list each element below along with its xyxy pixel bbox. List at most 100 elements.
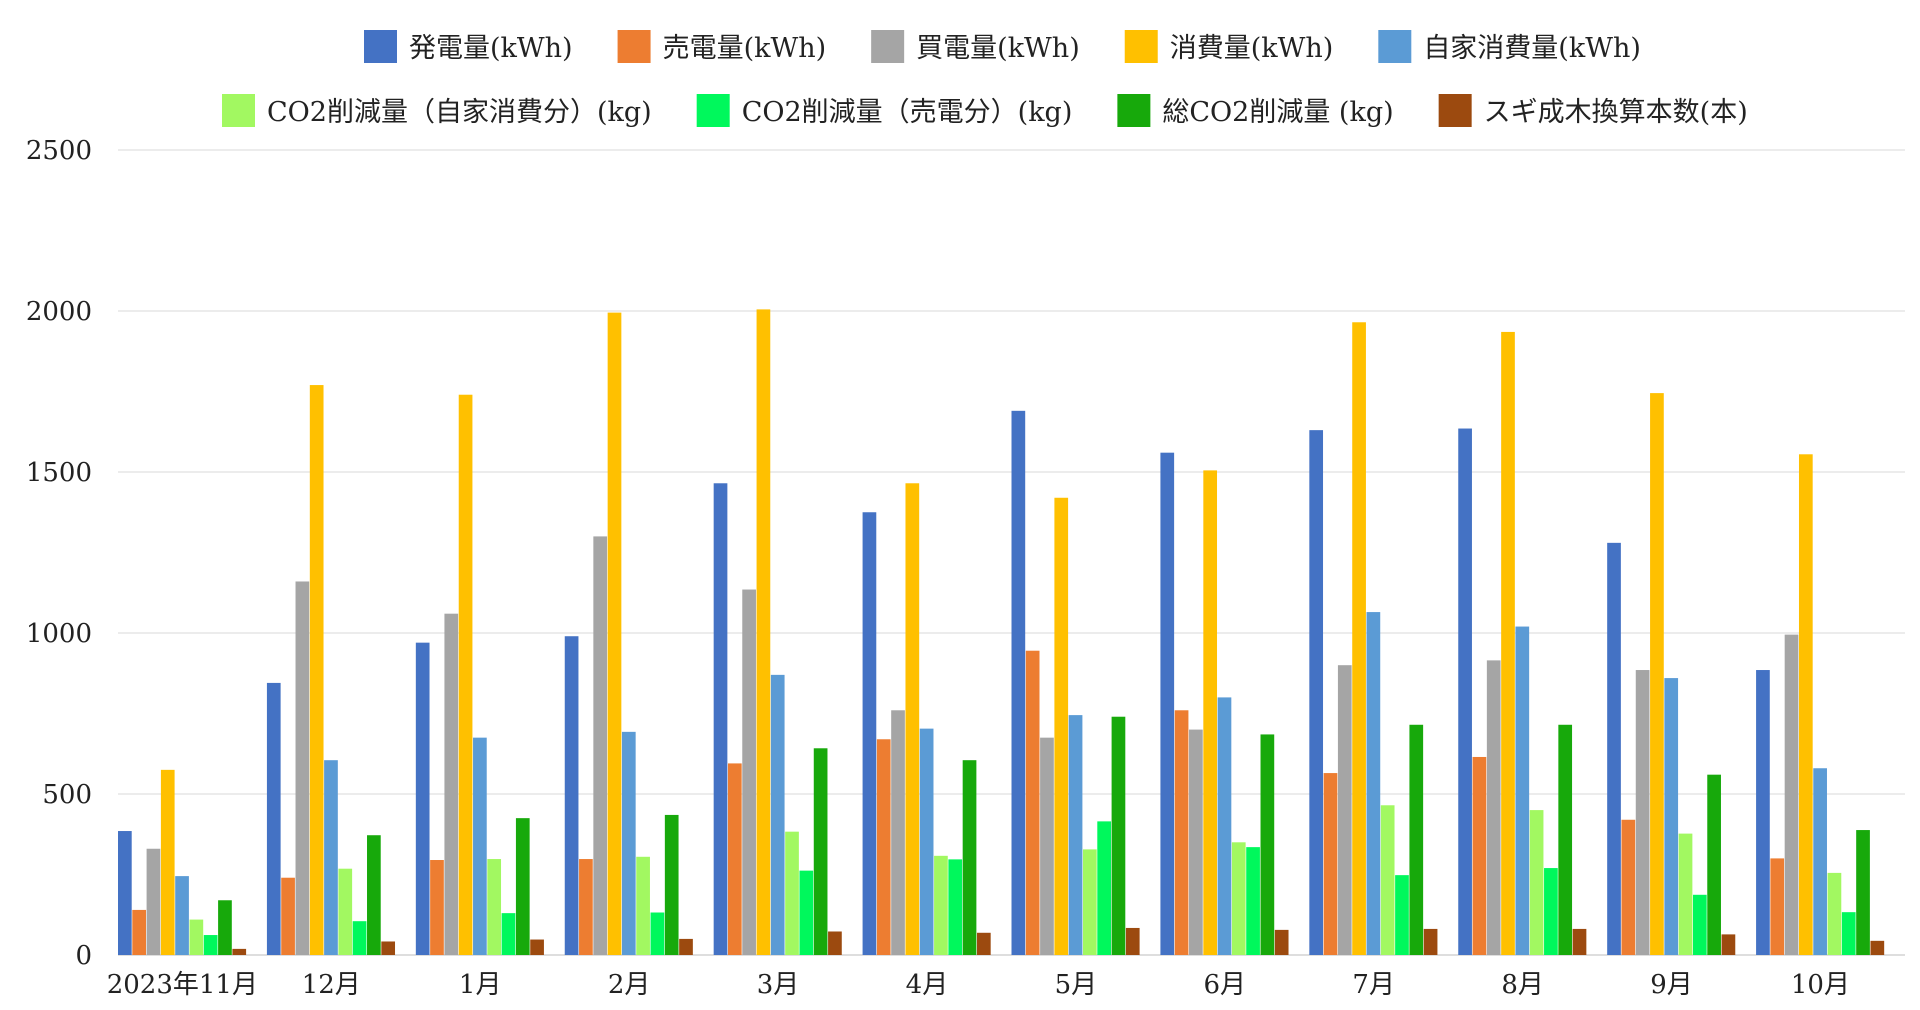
x-category-label: 3月 [757, 970, 800, 1000]
legend: 発電量(kWh) 売電量(kWh) 買電量(kWh) 消費量(kWh) 自家消費量(kW… [222, 30, 1748, 128]
x-category-label: 8月 [1501, 970, 1544, 1000]
legend-label: CO2削減量（売電分）(kg) [742, 97, 1073, 128]
bar [1395, 875, 1409, 955]
bar [473, 737, 487, 955]
y-tick-label: 2500 [26, 136, 92, 166]
bar [1274, 929, 1289, 955]
bar [1770, 858, 1785, 955]
bar [1841, 912, 1856, 955]
bar [876, 739, 891, 955]
bar [118, 831, 132, 955]
bar [891, 710, 905, 955]
bar [1707, 774, 1721, 955]
bar [862, 512, 877, 955]
bar [352, 921, 367, 955]
bar [679, 938, 693, 955]
legend-swatch [1378, 30, 1412, 63]
x-category-label: 7月 [1352, 970, 1395, 1000]
bar [515, 818, 530, 955]
bar [1231, 842, 1246, 955]
bar [1544, 868, 1558, 955]
x-category-label: 4月 [906, 970, 949, 1000]
bar [1635, 670, 1650, 955]
bar [1501, 331, 1515, 955]
bar [1160, 452, 1175, 955]
bar [1366, 612, 1381, 955]
bar [1083, 849, 1097, 955]
bars [118, 309, 1885, 956]
bar [1054, 497, 1069, 955]
bar [905, 483, 920, 955]
bar [415, 642, 430, 955]
bar [1025, 650, 1040, 955]
legend-label: 売電量(kWh) [663, 33, 827, 64]
bar [962, 760, 977, 955]
bar [1870, 940, 1885, 955]
y-axis-tick-labels: 0 500 1000 1500 2000 2500 [26, 136, 92, 971]
legend-label: 買電量(kWh) [916, 33, 1080, 64]
bar [175, 876, 189, 955]
legend-swatch [1117, 94, 1151, 127]
bar [1409, 724, 1424, 955]
x-category-label: 2023年11月 [107, 970, 258, 1000]
bar [1827, 872, 1842, 955]
bar [1068, 715, 1083, 955]
bar [948, 859, 963, 955]
x-category-label: 2月 [608, 970, 651, 1000]
x-category-label: 5月 [1055, 970, 1098, 1000]
x-category-label: 6月 [1203, 970, 1246, 1000]
bar [1011, 410, 1026, 955]
y-tick-label: 0 [75, 941, 92, 971]
bar [1784, 634, 1799, 955]
bar [607, 312, 622, 955]
x-category-label: 1月 [459, 970, 502, 1000]
bar [1323, 773, 1338, 955]
bar [1678, 833, 1693, 955]
legend-label: 消費量(kWh) [1170, 33, 1334, 64]
bar [1472, 756, 1487, 955]
x-axis-category-labels: 2023年11月 12月 1月 2月 3月 4月 5月 6月 7月 8月 9月 10月 [107, 970, 1850, 1000]
bar [1798, 454, 1813, 955]
legend-swatch [871, 30, 905, 63]
bar [1813, 768, 1827, 955]
bar [381, 941, 396, 955]
bar [593, 536, 608, 955]
bar [579, 859, 593, 955]
bar [1203, 470, 1218, 955]
bar [189, 919, 204, 955]
x-category-label: 9月 [1650, 970, 1693, 1000]
bar [919, 728, 934, 955]
bar [295, 581, 310, 955]
bar [756, 309, 771, 955]
bar [1337, 665, 1352, 955]
bar [785, 831, 799, 955]
legend-swatch [364, 30, 397, 63]
bar [1174, 710, 1189, 955]
bar [1352, 322, 1366, 955]
x-category-label: 12月 [302, 970, 361, 1000]
bar [1607, 542, 1621, 955]
bar [799, 870, 814, 955]
legend-label: 総CO2削減量 (kg) [1162, 97, 1393, 128]
bar [338, 868, 353, 955]
y-tick-label: 1000 [26, 619, 92, 649]
bar [1621, 819, 1636, 955]
bar [232, 948, 247, 955]
bar [487, 859, 502, 955]
bar [1260, 734, 1275, 955]
bar [218, 900, 232, 955]
bar [266, 682, 281, 955]
bar [621, 731, 636, 955]
legend-swatch [1124, 30, 1158, 63]
bar [636, 856, 650, 955]
bar [1246, 847, 1260, 955]
bar [132, 909, 146, 955]
bar [160, 769, 175, 955]
bar [813, 748, 828, 955]
bar [430, 860, 444, 955]
bar [1515, 626, 1530, 955]
bar [828, 931, 842, 955]
bar [281, 877, 295, 955]
bar [934, 855, 948, 955]
bar [309, 385, 324, 955]
